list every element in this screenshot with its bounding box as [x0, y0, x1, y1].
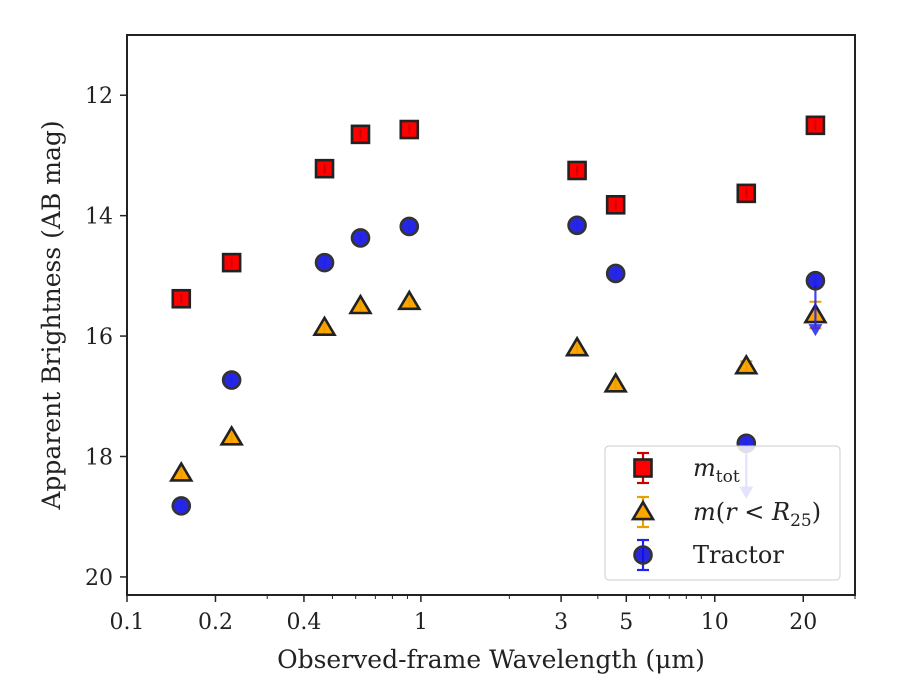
- point-circle-4: [399, 216, 420, 237]
- point-square-4: [399, 119, 420, 140]
- point-circle-0: [171, 496, 192, 516]
- point-square-0: [171, 288, 192, 309]
- point-circle-8: [805, 270, 826, 337]
- x-tick-label-0: 0.1: [110, 610, 145, 635]
- legend: mtot m(r < R25) Tractor: [604, 445, 841, 581]
- point-triangle-0: [169, 461, 194, 482]
- x-tick-label-4: 3: [554, 610, 568, 635]
- x-tick-label-3: 1: [414, 610, 428, 635]
- legend-label-2: Tractor: [693, 541, 784, 569]
- point-triangle-1: [219, 424, 244, 446]
- y-tick-label-0: 12: [85, 84, 113, 109]
- point-circle-3: [350, 228, 371, 248]
- point-circle-6: [605, 263, 626, 284]
- y-tick-label-2: 16: [85, 325, 113, 350]
- x-tick-label-6: 10: [701, 610, 729, 635]
- tick-labels: 0.1 0.2 0.4 1 3 5 10 20 12 14 16 18 20: [85, 84, 817, 635]
- plot-frame: [126, 34, 856, 596]
- legend-frame: [604, 445, 841, 581]
- y-tick-label-3: 18: [85, 446, 113, 471]
- point-triangle-2: [312, 315, 337, 336]
- legend-item-1: m(r < R25): [630, 495, 821, 531]
- point-square-3: [350, 124, 371, 145]
- x-tick-label-5: 5: [619, 610, 633, 635]
- point-square-6: [605, 195, 626, 215]
- point-square-2: [314, 158, 335, 179]
- x-tick-label-2: 0.4: [286, 610, 321, 635]
- point-square-5: [567, 160, 587, 181]
- legend-marker: [630, 499, 656, 521]
- legend-marker: [633, 458, 653, 478]
- y-tick-label-4: 20: [85, 566, 113, 591]
- legend-label-0: mtot: [693, 454, 740, 487]
- legend-label-1: m(r < R25): [693, 498, 821, 531]
- legend-item-2: Tractor: [633, 538, 784, 572]
- x-axis-label: Observed-frame Wavelength (μm): [277, 645, 705, 674]
- legend-item-0: mtot: [633, 451, 740, 487]
- point-triangle-6: [603, 371, 628, 393]
- point-square-1: [221, 252, 242, 273]
- point-circle-1: [221, 370, 242, 390]
- y-axis-label: Apparent Brightness (AB mag): [37, 120, 66, 510]
- point-triangle-5: [564, 335, 590, 357]
- point-triangle-4: [397, 289, 422, 311]
- y-tick-label-1: 14: [85, 205, 113, 230]
- point-triangle-3: [348, 293, 373, 315]
- point-triangle-7: [734, 353, 759, 375]
- limit-arrow: [808, 324, 823, 337]
- legend-marker: [633, 545, 653, 565]
- x-tick-label-1: 0.2: [198, 610, 233, 635]
- point-circle-5: [567, 215, 587, 236]
- point-square-8: [805, 115, 826, 136]
- x-tick-label-7: 20: [789, 610, 817, 635]
- point-circle-2: [314, 252, 335, 273]
- point-square-7: [736, 183, 757, 204]
